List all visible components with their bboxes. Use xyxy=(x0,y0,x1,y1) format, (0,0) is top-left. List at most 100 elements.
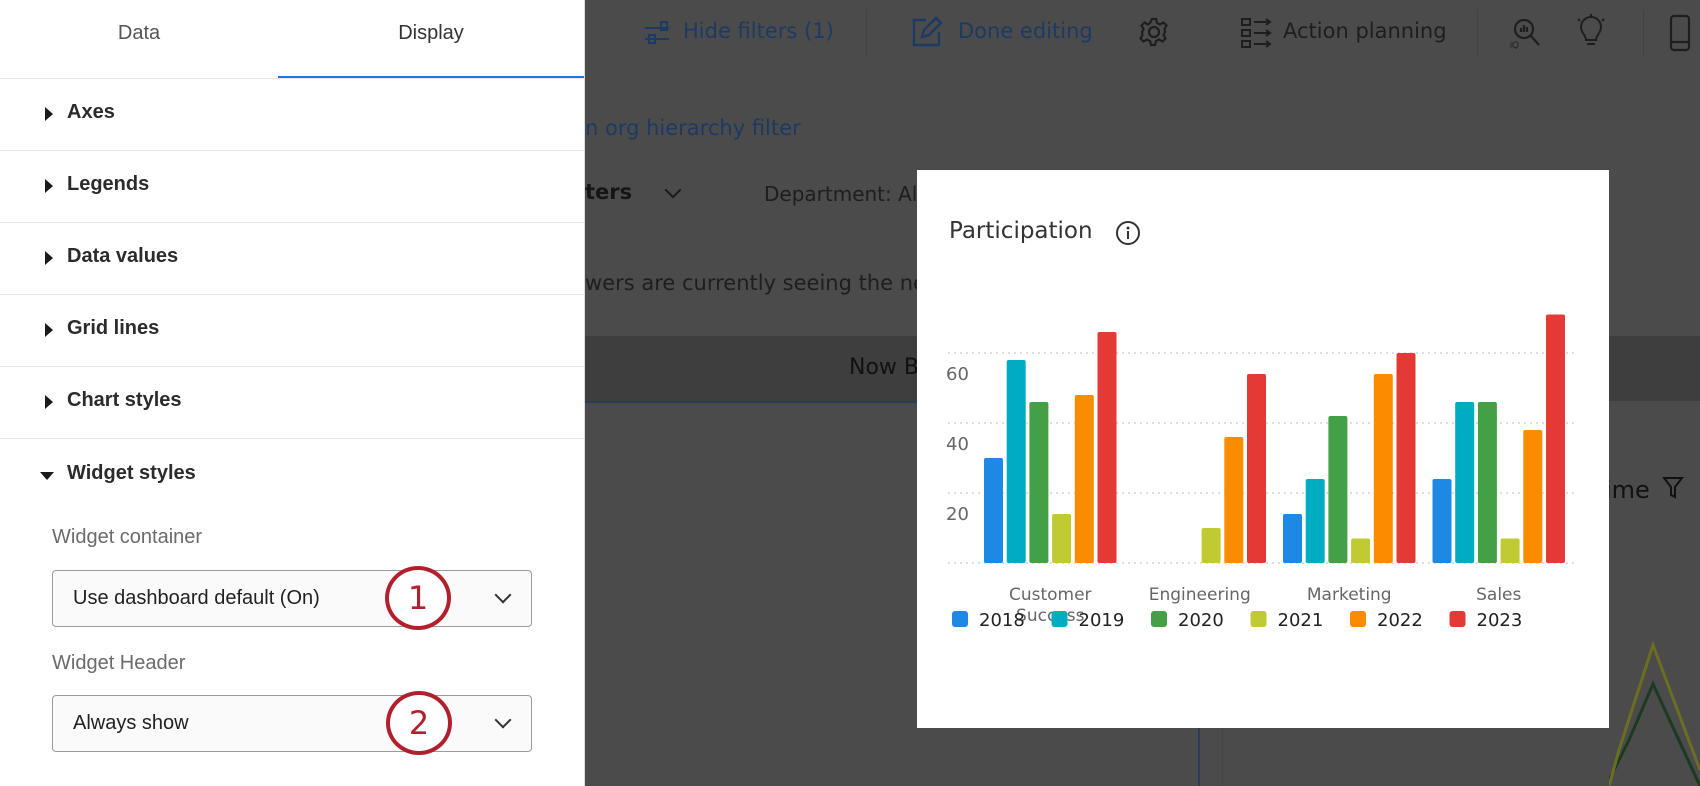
x-tick-label: Customer xyxy=(1009,585,1092,605)
bar-2020-customer-success xyxy=(1029,402,1049,563)
bar-2023-customer-success xyxy=(1097,332,1117,563)
widget-header-label: Widget Header xyxy=(52,652,186,674)
caret-down-icon xyxy=(40,472,54,480)
section-label: Legends xyxy=(67,173,150,195)
action-planning-icon xyxy=(1241,18,1272,48)
svg-text:iQ: iQ xyxy=(1510,40,1519,49)
legend-swatch-2020 xyxy=(1151,611,1167,627)
bar-2021-marketing xyxy=(1351,538,1371,563)
filters-chevron-down-icon[interactable] xyxy=(664,181,682,199)
bar-2022-customer-success xyxy=(1074,395,1094,563)
legend-label-2020: 2020 xyxy=(1178,610,1224,631)
section-grid-lines[interactable]: Grid lines xyxy=(0,295,585,367)
legend-label-2023: 2023 xyxy=(1477,610,1523,631)
legend-swatch-2022 xyxy=(1350,611,1366,627)
section-data-values[interactable]: Data values xyxy=(0,223,585,295)
bar-2020-marketing xyxy=(1328,416,1348,563)
legend-swatch-2018 xyxy=(952,611,968,627)
widget-header-select[interactable]: Always show xyxy=(52,695,532,752)
widget-title: Participation xyxy=(949,218,1093,244)
legend-label-2022: 2022 xyxy=(1377,610,1423,631)
chevron-down-icon xyxy=(494,586,512,604)
widget-title-fragment: ime xyxy=(1605,476,1650,504)
participation-widget[interactable]: Participation 20 40 60 Customer Success Engin… xyxy=(917,170,1609,728)
caret-right-icon xyxy=(45,395,53,409)
divider xyxy=(585,401,1198,403)
section-widget-styles[interactable]: Widget styles xyxy=(0,440,585,512)
caret-right-icon xyxy=(45,323,53,337)
panel-border xyxy=(584,0,585,786)
legend-swatch-2019 xyxy=(1051,611,1068,627)
info-icon[interactable] xyxy=(1115,220,1141,246)
bar-2023-engineering xyxy=(1247,374,1266,563)
filter-funnel-icon[interactable] xyxy=(1662,476,1684,500)
widget-container-value: Use dashboard default (On) xyxy=(73,587,320,609)
x-tick-label: Sales xyxy=(1476,585,1521,605)
bar-2022-engineering xyxy=(1224,437,1244,563)
banner-text: Now B xyxy=(849,355,919,380)
legend-label-2018: 2018 xyxy=(979,610,1025,631)
department-filter[interactable]: Department: Al xyxy=(764,182,918,206)
hide-filters-button[interactable]: Hide filters (1) xyxy=(683,19,834,43)
widget-header-value: Always show xyxy=(73,712,189,734)
iq-search-icon[interactable]: iQ xyxy=(1508,15,1542,49)
pencil-edit-icon xyxy=(912,16,942,47)
bar-2019-customer-success xyxy=(1006,360,1026,563)
section-label: Grid lines xyxy=(67,317,160,339)
bar-2021-customer-success xyxy=(1052,514,1072,563)
bar-2021-sales xyxy=(1500,538,1520,563)
widget-container-label: Widget container xyxy=(52,526,203,548)
y-tick-label: 20 xyxy=(946,504,969,525)
filters-label: ters xyxy=(585,180,633,204)
active-tab-indicator xyxy=(278,76,585,78)
lightbulb-icon[interactable] xyxy=(1576,14,1606,50)
org-hierarchy-filter-link[interactable]: n org hierarchy filter xyxy=(585,116,801,140)
done-editing-button[interactable]: Done editing xyxy=(958,19,1093,43)
callout-1: 1 xyxy=(385,566,451,630)
section-label: Data values xyxy=(67,245,179,267)
y-tick-label: 40 xyxy=(946,434,969,455)
bar-2018-sales xyxy=(1432,479,1452,563)
gear-icon[interactable] xyxy=(1139,17,1169,47)
tab-data[interactable]: Data xyxy=(117,22,161,44)
bar-2019-sales xyxy=(1455,402,1475,563)
section-chart-styles[interactable]: Chart styles xyxy=(0,367,585,439)
caret-right-icon xyxy=(45,107,53,121)
tab-divider xyxy=(0,78,585,79)
legend-swatch-2023 xyxy=(1449,611,1466,627)
tab-display[interactable]: Display xyxy=(398,22,464,44)
mobile-phone-icon[interactable] xyxy=(1668,14,1692,52)
settings-panel: Data Display Axes Legends Data values Gr… xyxy=(0,0,585,786)
y-tick-label: 60 xyxy=(946,364,969,385)
caret-right-icon xyxy=(45,251,53,265)
widget-container-select[interactable]: Use dashboard default (On) xyxy=(52,570,532,627)
line-chart-fragment xyxy=(1609,640,1700,786)
section-label: Chart styles xyxy=(67,389,182,411)
bar-2021-engineering xyxy=(1201,528,1221,563)
bar-2019-marketing xyxy=(1305,479,1325,563)
bar-2022-sales xyxy=(1523,430,1543,563)
bar-2018-marketing xyxy=(1283,514,1302,563)
section-label: Widget styles xyxy=(67,462,196,484)
bar-2023-marketing xyxy=(1396,353,1416,563)
legend-label-2021: 2021 xyxy=(1278,610,1324,631)
bar-2018-customer-success xyxy=(984,458,1003,563)
section-label: Axes xyxy=(67,101,115,123)
section-axes[interactable]: Axes xyxy=(0,79,585,151)
legend-swatch-2021 xyxy=(1250,611,1267,627)
callout-2: 2 xyxy=(386,691,452,755)
bar-2022-marketing xyxy=(1373,374,1393,563)
bar-2023-sales xyxy=(1546,314,1565,563)
x-tick-label: Engineering xyxy=(1149,585,1251,605)
filter-sliders-icon xyxy=(645,21,669,44)
legend-label-2019: 2019 xyxy=(1079,610,1125,631)
notice-text: wers are currently seeing the new xyxy=(585,271,944,295)
bar-2020-sales xyxy=(1477,402,1497,563)
section-legends[interactable]: Legends xyxy=(0,151,585,223)
chevron-down-icon xyxy=(494,711,512,729)
x-tick-label: Success xyxy=(1016,606,1085,626)
x-tick-label: Marketing xyxy=(1307,585,1392,605)
caret-right-icon xyxy=(45,179,53,193)
action-planning-button[interactable]: Action planning xyxy=(1283,19,1447,43)
